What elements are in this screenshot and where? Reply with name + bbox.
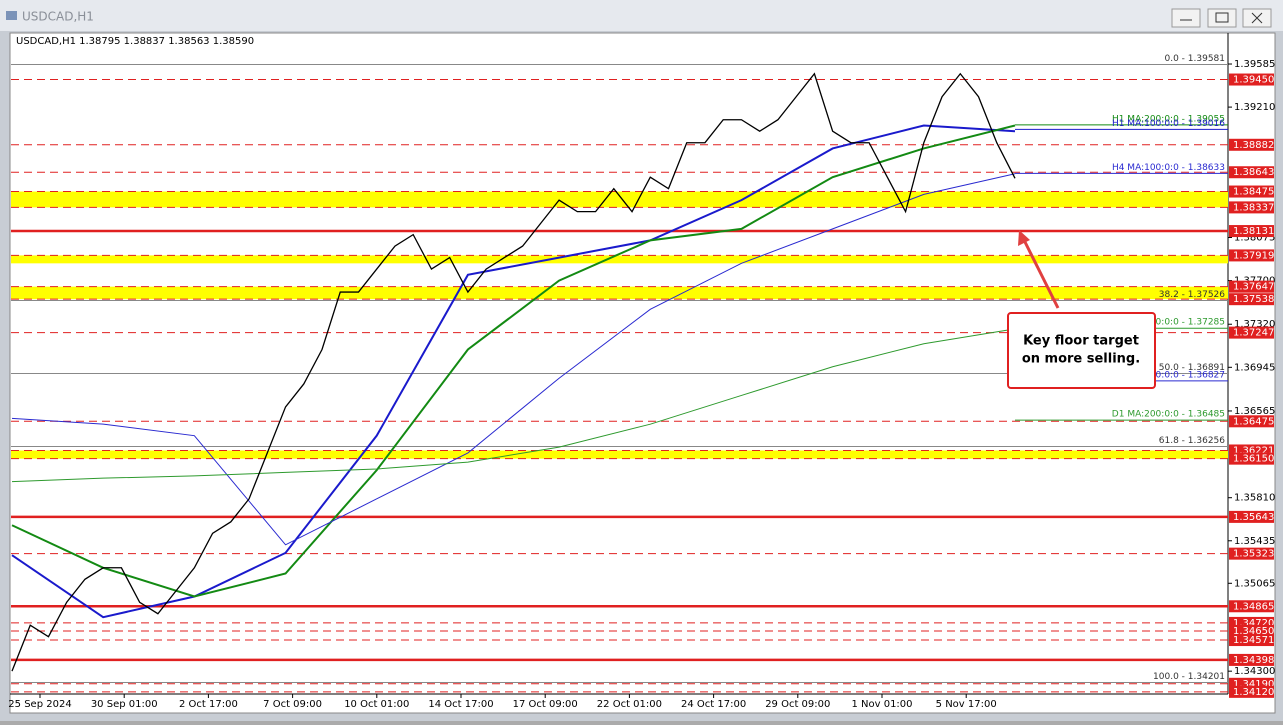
x-tick-label: 30 Sep 01:00 [91,699,158,710]
level-price-label: 1.34190 [1233,679,1274,690]
level-price-box [1229,201,1274,214]
level-price-box [1229,624,1274,637]
support-zone [11,191,1228,208]
y-tick-label: 1.38075 [1234,232,1275,243]
level-price-label: 1.35643 [1233,512,1274,523]
ma-label: H1 MA:100:0:0 - 1.39016 [1112,119,1225,129]
level-price-box [1229,138,1274,151]
y-tick-label: 1.35065 [1234,578,1275,589]
x-tick-label: 1 Nov 01:00 [851,699,912,710]
level-price-box [1229,547,1274,560]
level-price-box [1229,452,1274,465]
level-price-box [1229,415,1274,428]
level-price-label: 1.38131 [1233,226,1274,237]
level-price-box [1229,249,1274,262]
fib-label: 61.8 - 1.36256 [1159,436,1225,446]
level-price-label: 1.38643 [1233,167,1274,178]
level-price-label: 1.36221 [1233,445,1274,456]
support-zone [11,450,1228,459]
level-price-box [1229,280,1274,293]
x-tick-label: 14 Oct 17:00 [428,699,493,710]
y-tick-label: 1.39210 [1234,102,1275,113]
level-price-box [1229,634,1274,647]
annotation-box [1007,312,1156,389]
level-price-label: 1.39450 [1233,75,1274,86]
level-price-box [1229,293,1274,306]
x-tick-label: 17 Oct 09:00 [513,699,578,710]
annotation-arrow [1022,239,1060,309]
moving-average [11,124,1016,619]
level-price-box [1229,225,1274,238]
maximize-icon [1215,12,1229,23]
level-price-box [1229,510,1274,523]
fib-label: 0.0 - 1.39581 [1165,54,1226,64]
x-tick-label: 29 Oct 09:00 [765,699,830,710]
x-tick-label: 7 Oct 09:00 [263,699,322,710]
annotation-line: on more selling. [1022,352,1140,367]
level-price-box [1229,73,1274,86]
y-tick-label: 1.37320 [1234,319,1275,330]
x-tick-label: 5 Nov 17:00 [936,699,997,710]
ma-label: H4 MA:100:0:0 - 1.38633 [1112,163,1225,173]
x-tick-label: 24 Oct 17:00 [681,699,746,710]
minimize-button[interactable] [1171,8,1201,28]
level-price-label: 1.34571 [1233,635,1274,646]
level-price-label: 1.34398 [1233,655,1274,666]
y-tick-label: 1.34300 [1234,666,1275,677]
moving-average [11,124,1016,598]
level-price-label: 1.34650 [1233,626,1274,637]
level-price-label: 1.38882 [1233,140,1274,151]
moving-average [11,328,1016,483]
annotation-line: Key floor target [1023,334,1139,349]
window-title: USDCAD,H1 [22,10,94,24]
support-zone [11,255,1228,264]
y-tick-label: 1.36945 [1234,362,1275,373]
x-tick-label: 22 Oct 01:00 [597,699,662,710]
support-zone [11,286,1228,300]
level-price-label: 1.37647 [1233,282,1274,293]
level-price-label: 1.35323 [1233,549,1274,560]
maximize-button[interactable] [1207,8,1237,28]
level-price-label: 1.34120 [1233,687,1274,698]
x-tick-label: 2 Oct 17:00 [179,699,238,710]
chart-info: USDCAD,H1 1.38795 1.38837 1.38563 1.3859… [16,36,254,47]
y-tick-label: 1.35435 [1234,536,1275,547]
title-bar [0,0,1283,31]
arrow-head [1018,230,1030,246]
ma-label: 200:0:0 - 1.37285 [1144,318,1225,328]
level-price-label: 1.36150 [1233,454,1274,465]
moving-average [11,173,1016,546]
level-price-label: 1.34865 [1233,601,1274,612]
fib-label: 38.2 - 1.37526 [1159,290,1225,300]
level-price-box [1229,600,1274,613]
ma-label: H1 MA:200:0:0 - 1.39055 [1112,114,1225,124]
y-tick-label: 1.36565 [1234,406,1275,417]
fib-label: 100.0 - 1.34201 [1153,672,1225,682]
level-price-label: 1.38337 [1233,202,1274,213]
fib-label: 50.0 - 1.36891 [1159,363,1225,373]
close-icon [1251,12,1263,24]
x-tick-label: 25 Sep 2024 [8,699,71,710]
level-price-label: 1.37538 [1233,294,1274,305]
level-price-label: 1.37247 [1233,328,1274,339]
level-price-box [1229,166,1274,179]
ma-label: D1 MA:200:0:0 - 1.36485 [1112,410,1225,420]
y-tick-label: 1.35810 [1234,493,1275,504]
y-tick-label: 1.39585 [1234,59,1275,70]
x-tick-label: 10 Oct 01:00 [344,699,409,710]
level-price-box [1229,185,1274,198]
ma-label: 100:0:0 - 1.36827 [1144,370,1225,380]
level-price-box [1229,653,1274,666]
level-price-box [1229,326,1274,339]
level-price-label: 1.34720 [1233,618,1274,629]
level-price-label: 1.37919 [1233,250,1274,261]
level-price-label: 1.38475 [1233,187,1274,198]
price-line [11,72,1016,672]
level-price-label: 1.36475 [1233,416,1274,427]
window-icon [6,11,17,20]
level-price-box [1229,685,1274,698]
